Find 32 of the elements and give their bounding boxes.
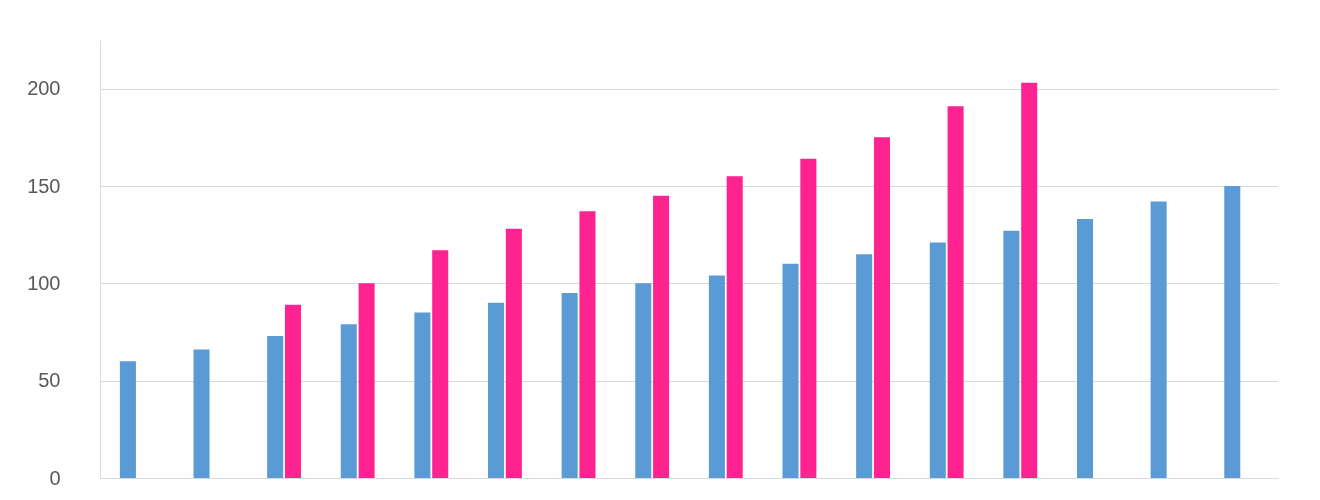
bar — [267, 335, 284, 478]
bar — [873, 137, 890, 478]
bar — [505, 228, 522, 478]
bar — [635, 283, 652, 478]
bar — [929, 242, 946, 478]
bar — [782, 263, 799, 478]
bar — [340, 324, 357, 478]
bar — [488, 302, 505, 478]
bar — [800, 158, 817, 478]
y-tick-label: 50 — [38, 369, 61, 392]
bar — [1077, 219, 1094, 478]
bar — [358, 283, 375, 478]
y-tick-label: 150 — [27, 174, 61, 197]
bar — [561, 293, 578, 478]
bar — [708, 275, 725, 478]
bar — [1003, 230, 1020, 478]
bar — [119, 361, 136, 478]
bar — [1224, 186, 1241, 478]
bar — [432, 250, 449, 478]
bar — [1021, 82, 1038, 478]
bar — [726, 176, 743, 478]
bar — [579, 211, 596, 478]
bar — [284, 304, 301, 478]
bar — [653, 195, 670, 478]
bar — [193, 349, 210, 478]
bar — [947, 106, 964, 478]
y-tick-label: 200 — [27, 77, 61, 100]
bar — [856, 254, 873, 478]
y-tick-label: 0 — [49, 466, 61, 489]
y-tick-label: 100 — [27, 271, 61, 294]
bar — [414, 312, 431, 478]
bar — [1150, 201, 1167, 478]
